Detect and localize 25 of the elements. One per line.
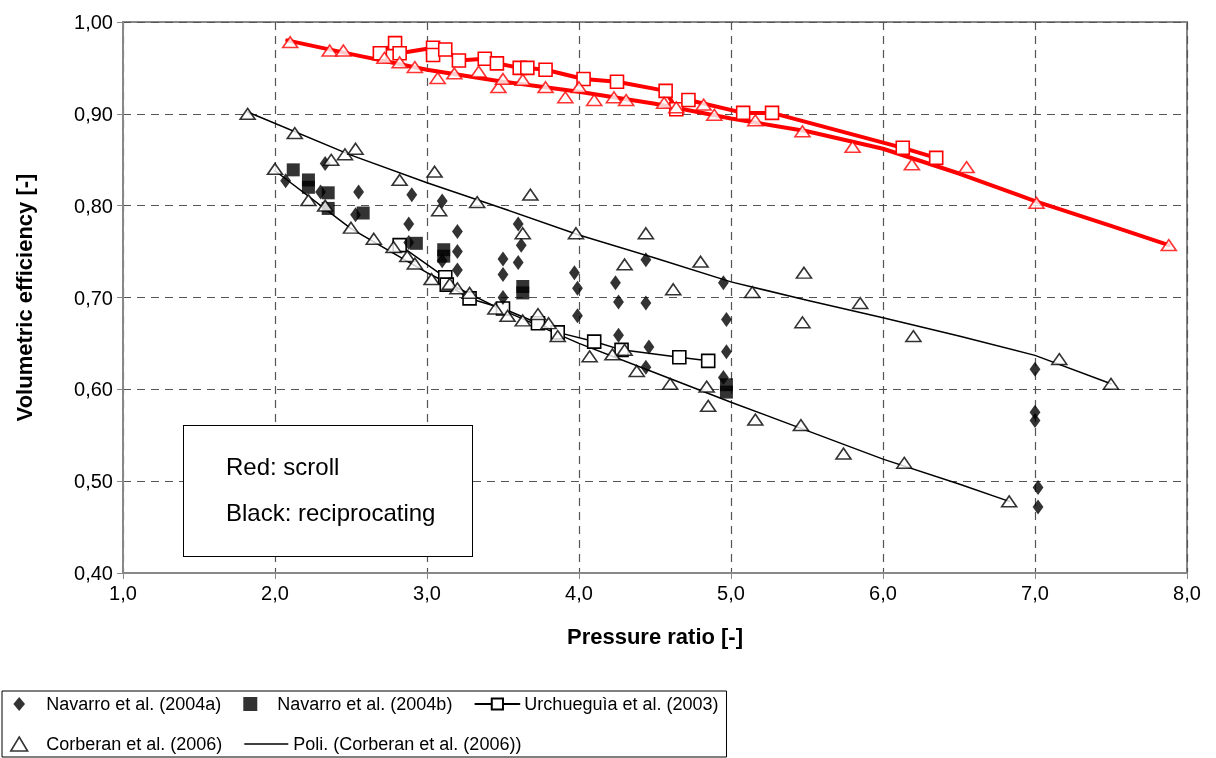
x-tick-label: 2,0 xyxy=(261,582,289,604)
annotation: Red: scroll xyxy=(226,452,341,482)
y-tick-label: 0,60 xyxy=(74,378,113,401)
x-tick-label: 7,0 xyxy=(1021,582,1049,604)
legend-label: Urchueguìa et al. (2003) xyxy=(524,694,719,714)
legend-label: Navarro et al. (2004b) xyxy=(277,694,453,714)
note-box: Red: scroll Black: reciprocating xyxy=(183,425,473,557)
y-tick-label: 1,00 xyxy=(74,11,113,33)
x-axis-title: Pressure ratio [-] xyxy=(566,623,744,649)
y-tick-label: 0,90 xyxy=(74,102,113,125)
y-tick-label: 0,50 xyxy=(74,470,113,493)
legend-label: Navarro et al. (2004a) xyxy=(46,694,222,714)
y-tick-label: 0,80 xyxy=(74,194,113,217)
x-tick-label: 3,0 xyxy=(413,582,441,604)
legend-label: Poli. (Corberan et al. (2006)) xyxy=(293,734,522,754)
y-axis-title: Volumetric efficiency [-] xyxy=(11,173,37,422)
legend-label: Corberan et al. (2006) xyxy=(46,734,223,754)
x-tick-label: 8,0 xyxy=(1173,582,1201,604)
x-tick-label: 1,0 xyxy=(109,582,137,604)
annotation: Black: reciprocating xyxy=(226,498,437,528)
x-tick-label: 6,0 xyxy=(869,582,897,604)
y-tick-label: 0,70 xyxy=(74,286,113,309)
x-tick-label: 5,0 xyxy=(717,582,745,604)
y-tick-label: 0,40 xyxy=(74,562,113,584)
x-tick-label: 4,0 xyxy=(565,582,593,604)
